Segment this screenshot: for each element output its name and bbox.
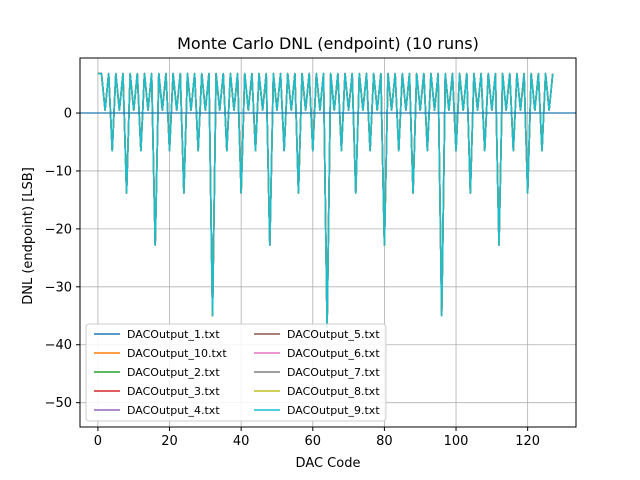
legend-label: DACOutput_4.txt — [127, 404, 220, 417]
x-axis-title: DAC Code — [296, 456, 361, 471]
x-tick-label: 80 — [376, 434, 393, 449]
legend-label: DACOutput_5.txt — [287, 328, 380, 341]
legend-label: DACOutput_7.txt — [287, 366, 380, 379]
legend-label: DACOutput_9.txt — [287, 404, 380, 417]
x-tick-label: 120 — [515, 434, 540, 449]
legend-label: DACOutput_6.txt — [287, 347, 380, 360]
x-tick-label: 60 — [305, 434, 322, 449]
x-tick-label: 20 — [161, 434, 178, 449]
series-line-DACOutput_9.txt — [97, 72, 554, 329]
legend-label: DACOutput_1.txt — [127, 328, 220, 341]
y-tick-label: 0 — [64, 107, 72, 122]
legend-label: DACOutput_8.txt — [287, 385, 380, 398]
y-axis-title: DNL (endpoint) [LSB] — [21, 167, 36, 305]
y-tick-label: −20 — [45, 222, 72, 237]
x-tick-label: 100 — [444, 434, 469, 449]
y-tick-label: −30 — [45, 280, 72, 295]
legend-label: DACOutput_3.txt — [127, 385, 220, 398]
legend: DACOutput_1.txt DACOutput_10.txt DACOutput… — [85, 323, 387, 422]
y-tick-label: −10 — [45, 164, 72, 179]
series-lines — [80, 72, 576, 329]
y-tick-label: −50 — [45, 396, 72, 411]
y-tick-label: −40 — [45, 338, 72, 353]
plot-frame — [79, 57, 577, 428]
x-tick-label: 0 — [94, 434, 102, 449]
chart-title: Monte Carlo DNL (endpoint) (10 runs) — [177, 34, 479, 53]
legend-box — [85, 323, 387, 422]
axes: 0 20 40 60 80 100 120 0 −10 −20 −30 −40 −50 — [45, 57, 577, 449]
legend-label: DACOutput_2.txt — [127, 366, 220, 379]
legend-label: DACOutput_10.txt — [127, 347, 227, 360]
x-tick-label: 40 — [233, 434, 250, 449]
